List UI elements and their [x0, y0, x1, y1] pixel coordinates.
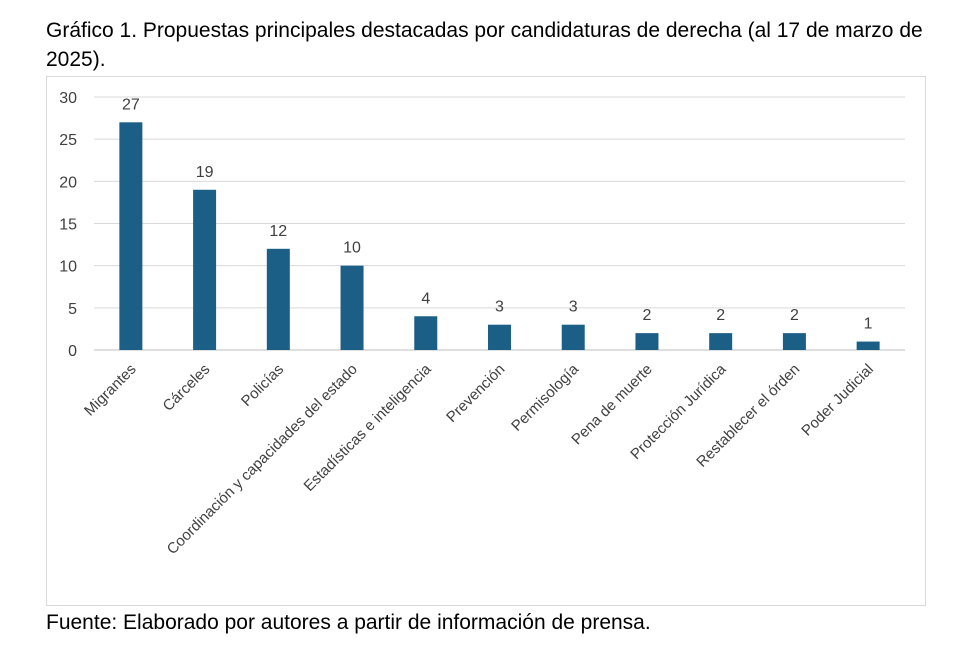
bar — [782, 333, 806, 350]
data-label: 3 — [495, 299, 504, 316]
bar — [340, 265, 364, 350]
x-tick-label: Migrantes — [81, 361, 140, 420]
x-tick-label: Estadísticas e inteligencia — [301, 360, 436, 495]
y-tick-label: 25 — [59, 132, 77, 149]
x-tick-label: Cárceles — [160, 361, 214, 415]
gridlines — [94, 96, 905, 351]
chart-frame — [46, 76, 926, 606]
bar — [856, 341, 880, 350]
data-label: 2 — [643, 307, 652, 324]
y-tick-label: 15 — [59, 217, 77, 234]
chart-title: Gráfico 1. Propuestas principales destac… — [46, 19, 923, 71]
x-tick-label: Prevención — [443, 361, 508, 426]
data-label: 10 — [343, 240, 361, 257]
data-label: 2 — [716, 307, 725, 324]
bar — [266, 248, 290, 350]
bar — [635, 333, 659, 350]
x-tick-label: Permisología — [508, 360, 582, 434]
data-label: 4 — [421, 290, 430, 307]
y-tick-label: 10 — [59, 259, 77, 276]
bar — [561, 324, 585, 350]
bar — [709, 333, 733, 350]
bar — [119, 122, 143, 350]
source-note: Fuente: Elaborado por autores a partir d… — [46, 611, 651, 634]
bar — [488, 324, 511, 350]
y-tick-labels: 0 5 10 15 20 25 30 — [59, 90, 77, 360]
data-label: 3 — [569, 299, 578, 316]
y-tick-label: 30 — [59, 90, 77, 107]
bar-chart: 0 5 10 15 20 25 30 27 19 12 10 4 3 3 2 2 2 1 Migrantes Cá… — [59, 90, 905, 558]
data-label: 2 — [790, 307, 799, 324]
y-tick-label: 20 — [59, 174, 77, 191]
y-tick-label: 0 — [68, 343, 77, 360]
data-label: 12 — [269, 223, 287, 240]
data-labels: 27 19 12 10 4 3 3 2 2 2 1 — [122, 96, 873, 332]
x-tick-label: Policías — [238, 361, 287, 410]
data-label: 27 — [122, 96, 140, 113]
bars — [119, 122, 880, 350]
bar — [193, 189, 217, 350]
x-tick-label: Poder Judicial — [798, 361, 877, 440]
bar — [414, 316, 438, 350]
data-label: 1 — [864, 316, 873, 333]
data-label: 19 — [196, 164, 214, 181]
y-tick-label: 5 — [68, 301, 77, 318]
